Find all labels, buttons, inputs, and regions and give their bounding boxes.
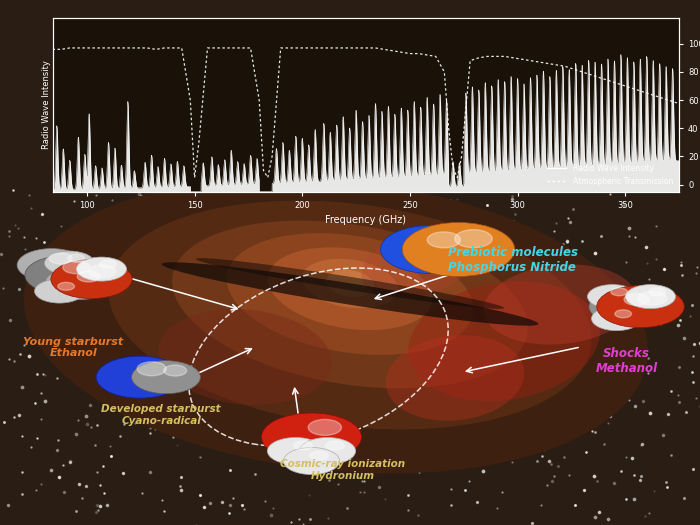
Circle shape	[68, 254, 85, 262]
X-axis label: Frequency (GHz): Frequency (GHz)	[326, 215, 406, 225]
Circle shape	[293, 441, 312, 450]
Circle shape	[402, 223, 514, 277]
Circle shape	[267, 437, 323, 465]
Circle shape	[309, 451, 328, 460]
Text: Young starburst
Ethanol: Young starburst Ethanol	[23, 337, 124, 359]
Ellipse shape	[484, 265, 636, 344]
Circle shape	[63, 261, 90, 274]
Circle shape	[624, 293, 649, 306]
Circle shape	[308, 419, 342, 435]
Circle shape	[51, 259, 132, 299]
Circle shape	[34, 279, 85, 303]
Circle shape	[76, 257, 127, 281]
Ellipse shape	[162, 262, 538, 326]
Circle shape	[17, 248, 86, 281]
Circle shape	[49, 253, 72, 264]
Ellipse shape	[408, 281, 600, 401]
Circle shape	[596, 286, 685, 328]
Ellipse shape	[361, 226, 479, 299]
Circle shape	[262, 413, 361, 461]
Circle shape	[381, 225, 480, 274]
Ellipse shape	[24, 177, 648, 474]
Ellipse shape	[158, 309, 332, 405]
Circle shape	[77, 271, 100, 282]
Text: Shocks
Methanol: Shocks Methanol	[596, 347, 657, 375]
Text: Developed starburst
Cyano-radical: Developed starburst Cyano-radical	[102, 404, 220, 426]
Circle shape	[300, 437, 356, 465]
Text: Prebiotic molecules
Phosphorus Nitride: Prebiotic molecules Phosphorus Nitride	[448, 246, 578, 274]
Ellipse shape	[196, 258, 504, 309]
Ellipse shape	[108, 201, 592, 429]
Circle shape	[427, 232, 461, 248]
Circle shape	[89, 265, 116, 278]
Circle shape	[45, 267, 114, 300]
Ellipse shape	[302, 259, 398, 308]
Circle shape	[284, 447, 340, 475]
Circle shape	[58, 282, 74, 290]
Circle shape	[587, 285, 638, 309]
Circle shape	[589, 289, 664, 324]
Ellipse shape	[326, 270, 374, 297]
Circle shape	[45, 251, 94, 275]
Circle shape	[455, 229, 492, 248]
Ellipse shape	[227, 233, 473, 355]
Text: Cosmic-ray ionization
Hydronium: Cosmic-ray ionization Hydronium	[281, 459, 405, 481]
Legend: Radio Wave Intensity, Atmospheric Transmission: Radio Wave Intensity, Atmospheric Transm…	[545, 161, 676, 188]
Y-axis label: Radio Wave Intensity: Radio Wave Intensity	[42, 60, 51, 150]
Circle shape	[132, 361, 200, 394]
Circle shape	[97, 356, 183, 398]
Ellipse shape	[172, 220, 528, 388]
Circle shape	[137, 362, 167, 376]
Circle shape	[611, 288, 627, 296]
Circle shape	[25, 256, 106, 295]
Circle shape	[100, 260, 116, 268]
Circle shape	[615, 310, 631, 318]
Ellipse shape	[386, 335, 524, 421]
Circle shape	[164, 365, 187, 376]
Circle shape	[626, 285, 676, 309]
Circle shape	[638, 291, 667, 305]
Circle shape	[649, 288, 666, 296]
Circle shape	[592, 307, 641, 331]
Circle shape	[326, 441, 344, 450]
Ellipse shape	[267, 247, 433, 330]
